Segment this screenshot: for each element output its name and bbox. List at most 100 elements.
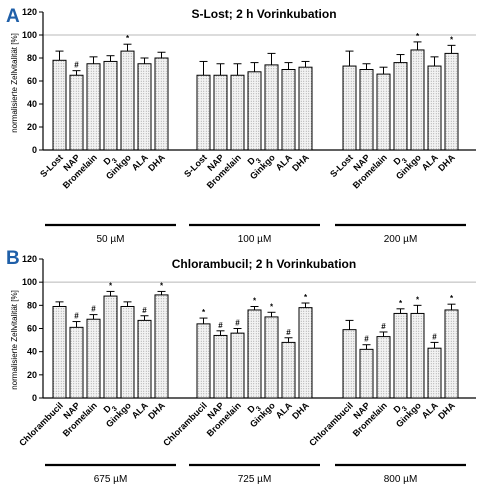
panel-a-category-subscript: 3 [255, 157, 263, 165]
panel-a-title: S-Lost; 2 h Vorinkubation [191, 7, 336, 21]
panel-a-bar [342, 65, 357, 151]
panel-b-bar [137, 319, 152, 399]
panel-b-category-label: DHA [436, 400, 457, 421]
panel-b-category-subscript: 3 [111, 405, 119, 413]
panel-b-bar [154, 294, 169, 399]
panel-a-significance-mark: * [126, 34, 130, 43]
panel-b-significance-mark: * [416, 295, 420, 304]
panel-a-y-tick-label: 0 [32, 145, 37, 155]
panel-a-significance-mark: * [450, 35, 454, 44]
panel-b-group-label: 675 µM [94, 474, 128, 485]
panel-b-bar [410, 312, 425, 399]
panel-b-letter: B [6, 248, 20, 269]
panel-a-group-label: 50 µM [97, 234, 125, 245]
panel-b-bar [376, 336, 391, 399]
panel-b-significance-mark: # [91, 305, 96, 314]
panel-b-plot: 020406080100120Chlorambucil#NAP#Bromelai… [17, 254, 476, 485]
panel-a-ylabel: normalisierte Zellvitalität [%] [10, 33, 19, 133]
panel-a-significance-mark: # [74, 61, 79, 70]
panel-a-significance-mark: * [416, 32, 420, 41]
panel-b-significance-mark: * [160, 281, 164, 290]
panel-b-bar [247, 309, 262, 399]
panel-a-bar [376, 73, 391, 151]
panel-a-category-label: DHA [146, 152, 167, 173]
panel-a-bar [247, 71, 262, 151]
panel-b-bar [52, 305, 67, 399]
panel-a-bar [52, 59, 67, 151]
panel-a-category-subscript: 3 [401, 157, 409, 165]
panel-a-category-label: ALA [274, 152, 295, 173]
panel-a-bar [86, 63, 101, 151]
panel-b-bar [342, 329, 357, 399]
panel-a-bar [103, 60, 118, 151]
panel-a-bar [213, 74, 228, 151]
panel-b-y-tick-label: 120 [22, 254, 37, 264]
panel-b-significance-mark: # [286, 328, 291, 337]
panel-a-bar [393, 62, 408, 151]
panel-b-y-tick-label: 0 [32, 393, 37, 403]
panel-b-significance-mark: # [432, 332, 437, 341]
panel-a-y-tick-label: 120 [22, 7, 37, 17]
panel-b-bar [359, 348, 374, 399]
panel-a-bar [137, 63, 152, 151]
panel-a-y-tick-label: 20 [27, 122, 37, 132]
panel-b-significance-mark: * [450, 294, 454, 303]
panel-b-group-label: 800 µM [384, 474, 418, 485]
panel-b-bar [120, 305, 135, 399]
panel-b-ylabel: normalisierte Zellvitalität [%] [10, 290, 19, 390]
panel-b-significance-mark: * [253, 296, 257, 305]
panel-b-category-subscript: 3 [255, 405, 263, 413]
panel-b-bar [427, 347, 442, 399]
panel-b-category-label: DHA [146, 400, 167, 421]
panel-a-bar [444, 52, 459, 151]
panel-b-category-label: DHA [290, 400, 311, 421]
panel-a-category-subscript: 3 [111, 157, 119, 165]
panel-b-bar [444, 309, 459, 399]
panel-b-bar [196, 323, 211, 399]
panel-a-category-label: ALA [420, 152, 441, 173]
panel-b-y-tick-label: 80 [27, 300, 37, 310]
panel-b-bar [69, 326, 84, 399]
panel-b-y-tick-label: 100 [22, 277, 37, 287]
panel-b-significance-mark: # [74, 312, 79, 321]
panel-a-letter: A [6, 6, 20, 27]
panel-a-y-tick-label: 40 [27, 99, 37, 109]
panel-b-bar [103, 295, 118, 399]
panel-b-category-label: Chlorambucil [307, 400, 355, 448]
panel-b-significance-mark: # [142, 306, 147, 315]
panel-b-significance-mark: # [235, 319, 240, 328]
panel-b-bar [86, 318, 101, 399]
panel-a-bar [359, 69, 374, 151]
panel-b-category-label: ALA [420, 400, 441, 421]
panel-b-y-tick-label: 40 [27, 347, 37, 357]
panel-a-y-tick-label: 60 [27, 76, 37, 86]
panel-b-category-label: Chlorambucil [17, 400, 65, 448]
panel-a-bar [264, 64, 279, 151]
panel-a-category-label: DHA [290, 152, 311, 173]
panel-a-bar [69, 74, 84, 151]
panel-a-bar [298, 66, 313, 151]
panel-b-category-subscript: 3 [401, 405, 409, 413]
panel-b-bar [264, 316, 279, 399]
panel-a-bar [410, 49, 425, 151]
panel-b-significance-mark: * [304, 293, 308, 302]
panel-b-y-tick-label: 20 [27, 370, 37, 380]
panel-b-category-label: ALA [274, 400, 295, 421]
panel-a-bar [427, 65, 442, 151]
panel-b-significance-mark: # [364, 335, 369, 344]
panel-b-significance-mark: * [109, 281, 113, 290]
panel-b-significance-mark: # [381, 322, 386, 331]
panel-a-group-label: 200 µM [384, 234, 418, 245]
panel-a-bar [154, 57, 169, 151]
panel-b-title: Chlorambucil; 2 h Vorinkubation [172, 257, 356, 271]
panel-a-group-label: 100 µM [238, 234, 272, 245]
panel-a-bar [196, 74, 211, 151]
panel-b-y-tick-label: 60 [27, 324, 37, 334]
panel-a-category-label: ALA [130, 152, 151, 173]
panel-a-y-tick-label: 80 [27, 53, 37, 63]
panel-a-bar [230, 74, 245, 151]
panel-b-bar [230, 332, 245, 399]
panel-b-bar [213, 334, 228, 399]
